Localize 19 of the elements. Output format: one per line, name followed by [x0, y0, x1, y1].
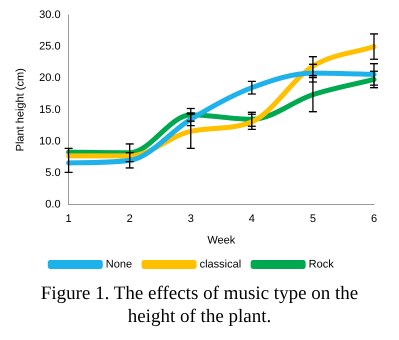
- y-tick-label: 15.0: [39, 104, 61, 116]
- x-axis-title: Week: [207, 234, 236, 246]
- y-tick-label: 20.0: [39, 72, 61, 84]
- y-tick-label: 30.0: [39, 9, 61, 22]
- y-tick-label: 5.0: [45, 167, 61, 180]
- x-tick-label: 6: [370, 213, 378, 226]
- x-tick-label: 3: [188, 213, 194, 226]
- legend-label: classical: [200, 258, 242, 271]
- y-tick-label: 25.0: [39, 40, 61, 53]
- x-tick-label: 5: [310, 213, 316, 226]
- legend-label: None: [106, 258, 132, 271]
- x-tick-label: 2: [126, 213, 133, 226]
- x-tick-label: 4: [248, 213, 255, 226]
- y-tick-label: 0.0: [45, 198, 61, 211]
- text: Figure 1. The effects of music type on the height of the plant.: [40, 282, 360, 328]
- y-axis-title: Plant height (cm): [14, 68, 27, 152]
- y-tick-label: 10.0: [39, 135, 61, 148]
- x-tick-label: 1: [66, 213, 72, 226]
- legend-label: Rock: [308, 258, 334, 271]
